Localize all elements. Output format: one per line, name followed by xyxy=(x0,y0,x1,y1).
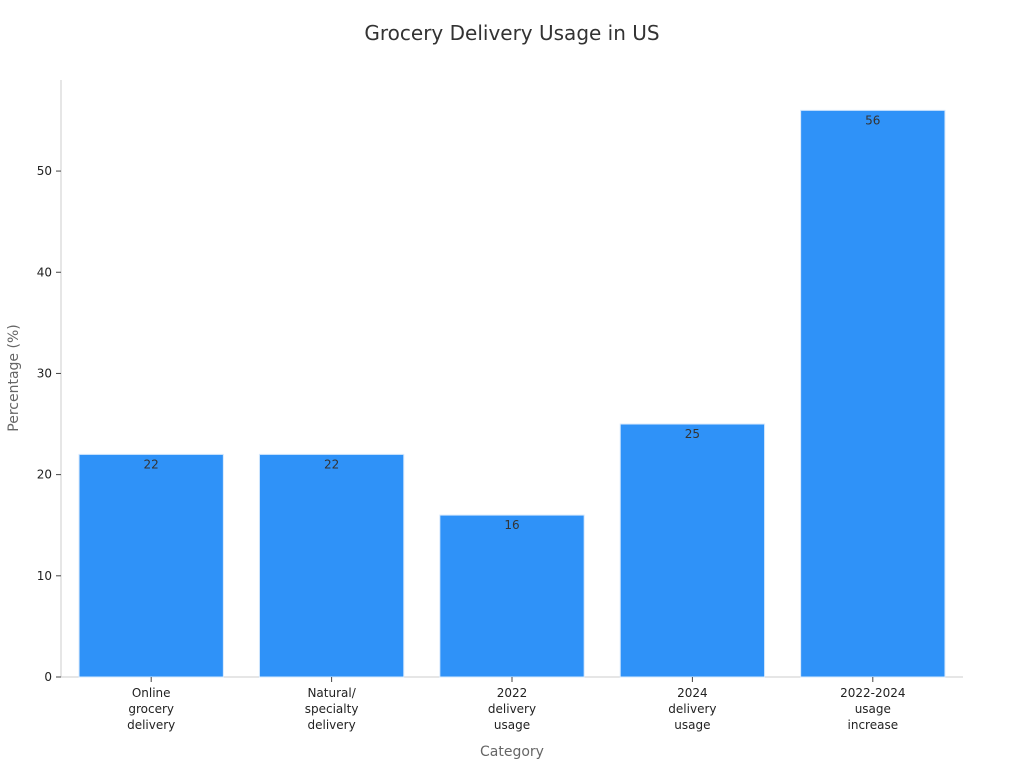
x-tick-label: Online grocery delivery xyxy=(127,686,175,732)
y-axis-label: Percentage (%) xyxy=(6,324,22,431)
y-tick-label: 40 xyxy=(37,265,52,279)
bar-value-label: 22 xyxy=(324,457,339,471)
y-tick-label: 30 xyxy=(37,366,52,380)
x-tick-label: 2022-2024 usage increase xyxy=(840,686,905,732)
bar-value-label: 25 xyxy=(685,427,700,441)
bar xyxy=(78,453,224,678)
bar xyxy=(258,453,405,678)
bar xyxy=(439,514,585,678)
x-tick-label: Natural/specialty delivery xyxy=(305,686,359,732)
plot-area: 0 10 20 30 40 50 22 Online grocery delivery 22 Natu… xyxy=(37,80,963,732)
bar xyxy=(619,423,766,678)
y-tick-label: 20 xyxy=(37,468,52,482)
bar-value-label: 56 xyxy=(865,113,880,127)
y-tick-label: 0 xyxy=(44,670,52,684)
chart-title: Grocery Delivery Usage in US xyxy=(364,21,659,45)
x-tick-label: 2022 delivery usage xyxy=(488,686,536,732)
y-tick-label: 10 xyxy=(37,569,52,583)
x-axis-label: Category xyxy=(480,744,544,760)
y-tick-label: 50 xyxy=(37,164,52,178)
bar-value-label: 16 xyxy=(504,518,519,532)
bar-value-label: 22 xyxy=(144,457,159,471)
x-tick-label: 2024 delivery usage xyxy=(668,686,716,732)
bar xyxy=(800,109,946,678)
